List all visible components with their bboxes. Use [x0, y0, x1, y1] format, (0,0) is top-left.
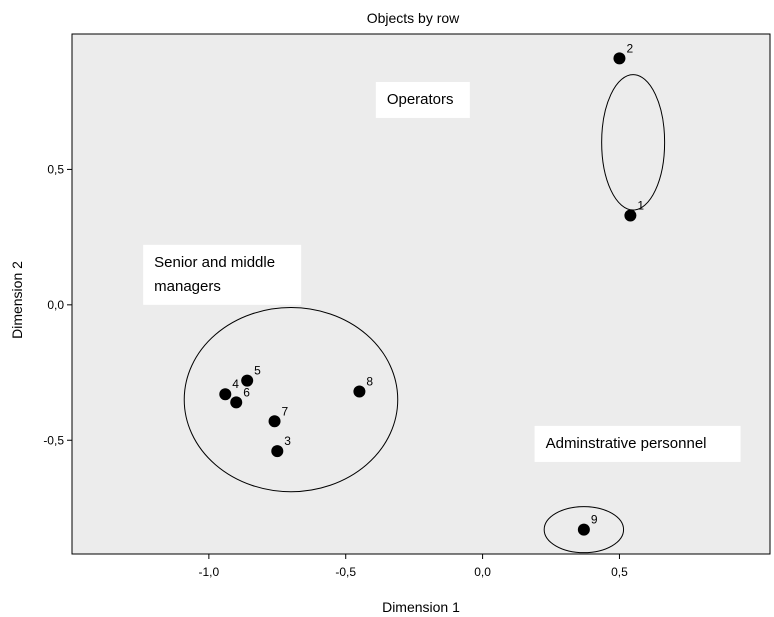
x-tick-label: 0,0: [474, 565, 491, 579]
data-point-7: [268, 415, 281, 428]
annotation-boxes: Senior and middle managers Operators Admins…: [143, 81, 741, 462]
x-tick-label: -0,5: [335, 565, 356, 579]
annotation-text: Senior and middle: [154, 254, 275, 271]
annotation-box-3: [534, 425, 741, 462]
data-point-6: [230, 396, 243, 409]
point-label-3: 3: [284, 434, 291, 448]
group-ellipse-2: [183, 307, 399, 493]
group-ellipse-3: [543, 506, 625, 554]
y-tick-label: 0,5: [47, 162, 64, 176]
data-point-4: [219, 388, 232, 401]
y-axis-label: Dimension 2: [9, 261, 25, 339]
data-points: 1 2 3 4 56 7 8 9: [219, 41, 644, 536]
x-axis: -1,0 -0,5 0,0 0,5: [199, 554, 628, 579]
group-ellipse-1: [601, 74, 666, 211]
point-label-7: 7: [282, 404, 289, 418]
annotation-text: managers: [154, 278, 221, 295]
chart-title: Objects by row: [367, 10, 460, 26]
data-point-2: [613, 52, 626, 65]
point-label-4: 4: [232, 377, 239, 391]
point-label-6: 6: [243, 385, 250, 399]
annotation-box-2: [375, 81, 470, 118]
data-point-3: [271, 445, 284, 458]
point-label-9: 9: [591, 513, 598, 527]
group-ellipses: [183, 74, 666, 554]
x-axis-label: Dimension 1: [382, 599, 460, 615]
point-label-2: 2: [626, 41, 633, 55]
data-point-5: [241, 374, 254, 387]
data-point-9: [577, 523, 590, 536]
y-axis: -0,5 0,0 0,5: [43, 162, 72, 447]
data-point-8: [353, 385, 366, 398]
point-label-5: 5: [254, 364, 261, 378]
annotation-text: Operators: [387, 91, 454, 108]
y-tick-label: -0,5: [43, 433, 64, 447]
x-tick-label: 0,5: [611, 565, 628, 579]
point-label-1: 1: [637, 198, 644, 212]
x-tick-label: -1,0: [199, 565, 220, 579]
point-label-8: 8: [366, 375, 373, 389]
y-tick-label: 0,0: [47, 298, 64, 312]
data-point-1: [624, 209, 637, 222]
annotation-text: Adminstrative personnel: [546, 435, 707, 452]
annotation-box-1: [143, 244, 302, 305]
